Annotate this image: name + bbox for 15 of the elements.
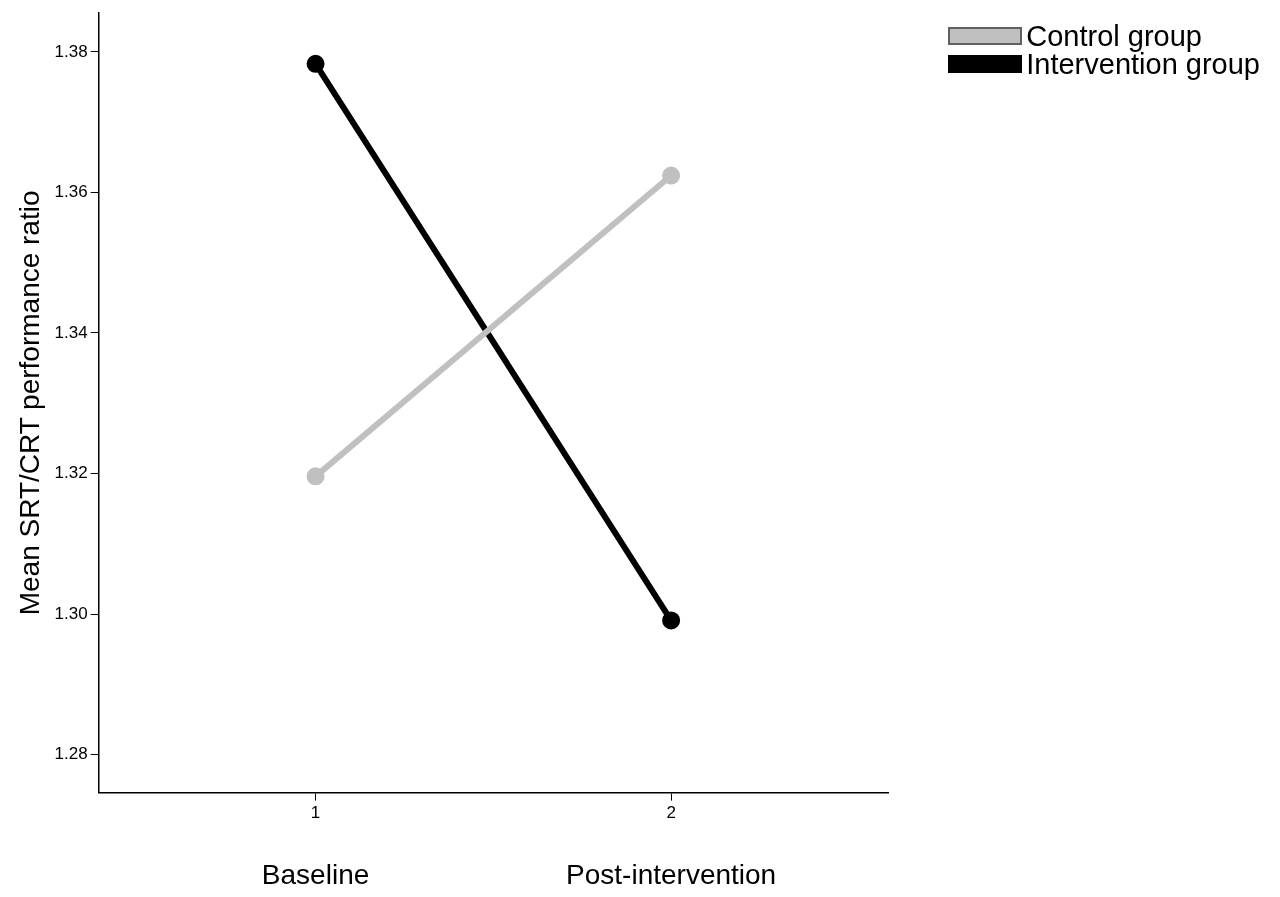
- y-tick-label: 1.30: [54, 603, 88, 623]
- y-axis-title: Mean SRT/CRT performance ratio: [13, 190, 45, 616]
- point: [306, 467, 325, 486]
- point: [662, 611, 681, 630]
- y-tick-label: 1.32: [54, 463, 88, 483]
- point: [662, 166, 681, 185]
- text: Baseline: [261, 858, 370, 890]
- y-tick-label: 1.34: [54, 322, 88, 342]
- point: [306, 54, 325, 73]
- y-tick-label: 1.28: [54, 744, 88, 764]
- y-tick-label: 1.38: [54, 41, 88, 61]
- x-tick-label: 1: [310, 803, 321, 823]
- x-tick-label: 2: [666, 803, 676, 823]
- text: Post-intervention: [566, 858, 777, 890]
- y-tick-label: 1.36: [54, 182, 88, 202]
